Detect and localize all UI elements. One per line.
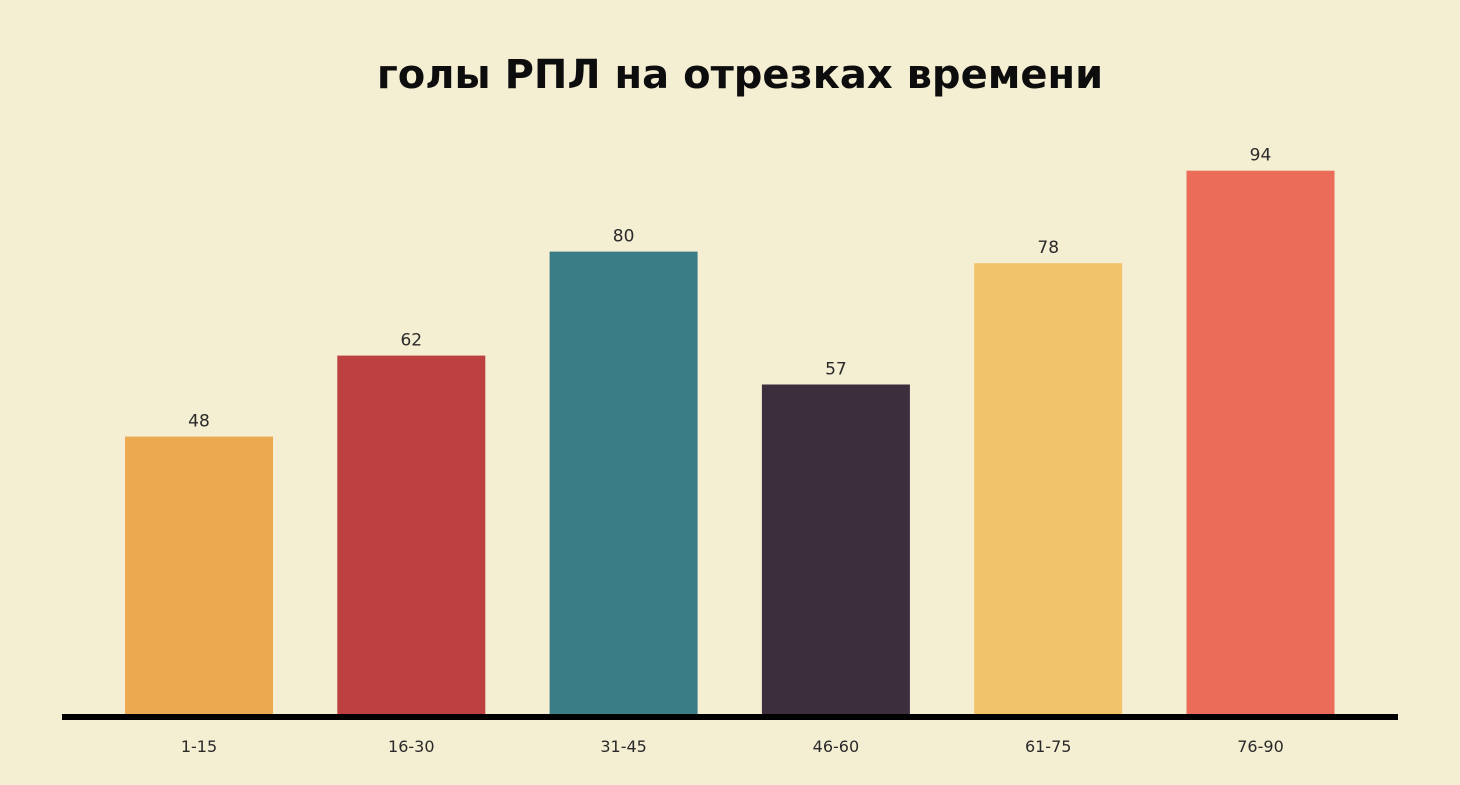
value-label-61-75: 78: [1037, 238, 1059, 258]
x-tick-label-46-60: 46-60: [813, 737, 860, 756]
x-tick-labels-group: 1-15 16-30 31-45 46-60 61-75 76-90: [181, 737, 1284, 756]
bar-31-45: [549, 251, 698, 714]
chart-title: голы РПЛ на отрезках времени: [377, 52, 1103, 98]
x-tick-label-61-75: 61-75: [1025, 737, 1072, 756]
bar-46-60: [761, 384, 910, 714]
bar-76-90: [1186, 170, 1335, 714]
x-tick-label-16-30: 16-30: [388, 737, 435, 756]
bar-61-75: [974, 263, 1123, 714]
x-tick-label-1-15: 1-15: [181, 737, 217, 756]
value-labels-group: 48 62 80 57 78 94: [188, 146, 1271, 432]
value-label-1-15: 48: [188, 412, 210, 432]
value-label-16-30: 62: [400, 331, 422, 351]
value-label-76-90: 94: [1250, 146, 1272, 166]
bars-group: [125, 170, 1335, 714]
bar-16-30: [337, 355, 486, 714]
value-label-31-45: 80: [613, 227, 635, 247]
x-tick-label-76-90: 76-90: [1237, 737, 1284, 756]
value-label-46-60: 57: [825, 360, 847, 380]
bar-1-15: [125, 436, 273, 714]
x-tick-label-31-45: 31-45: [600, 737, 647, 756]
